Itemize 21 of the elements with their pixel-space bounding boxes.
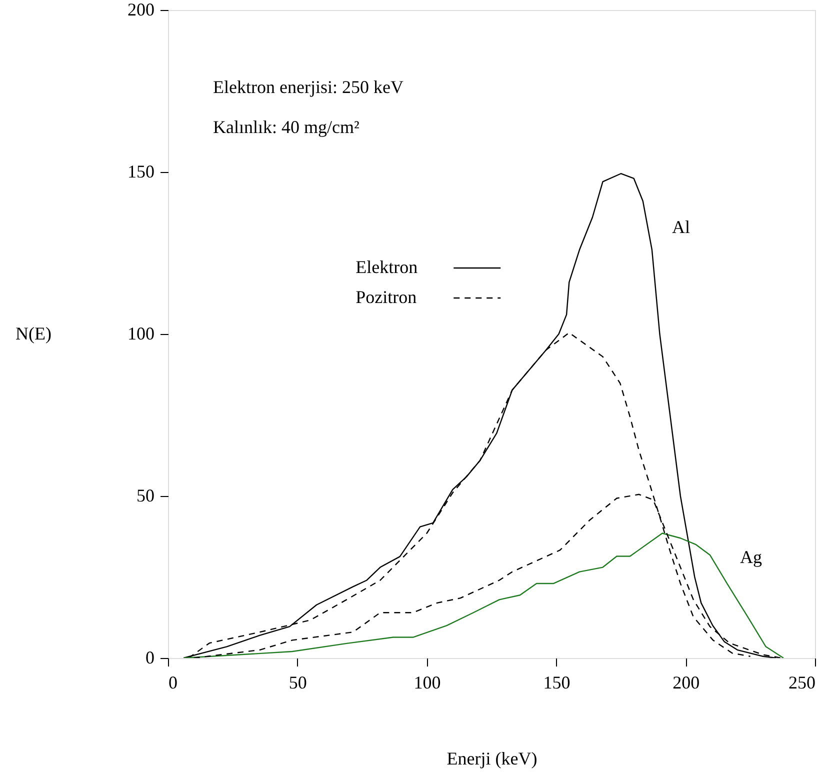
annotation: Al	[672, 217, 690, 237]
y-tick-label: 100	[128, 324, 154, 344]
legend-label: Pozitron	[356, 287, 417, 307]
line-series	[182, 173, 777, 658]
y-tick-label: 0	[146, 648, 154, 668]
annotation: Ag	[740, 547, 762, 567]
x-axis-title: Enerji (keV)	[446, 748, 538, 768]
x-tick-label: 0	[168, 672, 178, 692]
line-series	[182, 532, 784, 658]
y-tick-label: 50	[136, 486, 154, 506]
x-tick-label: 150	[543, 672, 570, 692]
y-tick-label: 150	[128, 162, 154, 182]
x-tick-label: 50	[288, 672, 307, 692]
legend-label: Elektron	[356, 257, 418, 277]
x-tick-label: 100	[414, 672, 441, 692]
x-tick-label: 200	[672, 672, 700, 692]
y-axis-title: N(E)	[16, 324, 52, 344]
y-tick-label: 200	[128, 0, 154, 20]
annotation: Elektron enerjisi: 250 keV	[213, 77, 404, 97]
annotation: Kalınlık: 40 mg/cm²	[213, 117, 360, 137]
x-tick-label: 250	[788, 672, 816, 692]
